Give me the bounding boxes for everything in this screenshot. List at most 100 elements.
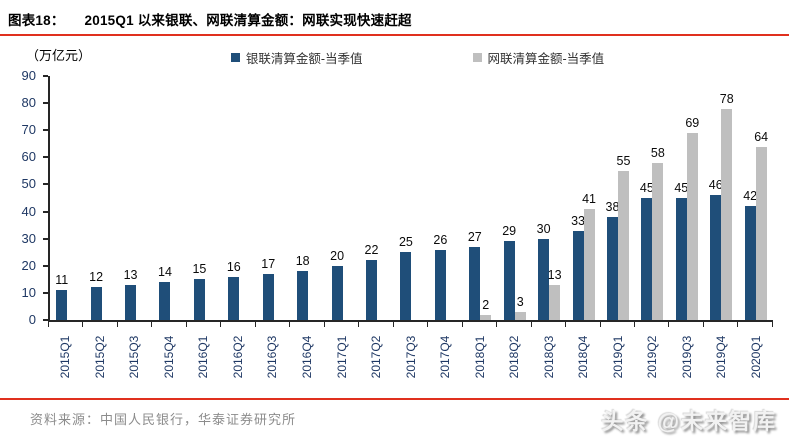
bar-value-label: 3 — [516, 294, 524, 309]
bar-unionpay — [641, 198, 653, 320]
legend-marker-icon — [230, 52, 240, 62]
bar-unionpay — [366, 260, 377, 320]
x-axis-label-cell: 2016Q3 — [255, 328, 290, 386]
bar-value-label: 29 — [502, 224, 517, 239]
bar-netsunion — [686, 132, 698, 320]
bar-unionpay — [606, 216, 618, 320]
x-axis-label-cell: 2018Q1 — [462, 328, 497, 386]
x-axis-tick-mark — [601, 322, 635, 327]
bar-value-label: 17 — [261, 256, 276, 271]
bar-slot: 27 — [468, 76, 482, 320]
y-axis-tick-label: 20 — [21, 257, 36, 273]
x-axis-tick-mark — [463, 322, 498, 327]
x-axis-label-cell: 2016Q1 — [186, 328, 221, 386]
bar-group: 14 — [153, 76, 187, 320]
x-axis-tick-label: 2017Q3 — [403, 335, 418, 379]
x-axis-tick-mark — [394, 322, 429, 327]
bar-group: 45 69 — [670, 76, 704, 320]
x-axis-label-cell: 2017Q4 — [428, 328, 463, 386]
bar-slot: 33 — [571, 76, 585, 320]
bar-unionpay — [331, 265, 343, 320]
x-axis-tick-mark — [738, 322, 773, 327]
plot-wrap: 11 12 13 14 15 16 17 18 20 22 25 26 27 2 29 3 30 13 33 41 38… — [43, 75, 773, 386]
bar-group: 15 — [188, 76, 222, 320]
bar-group: 11 — [50, 76, 84, 320]
bar-slot: 58 — [651, 76, 665, 320]
y-axis-tick-label: 10 — [21, 284, 36, 300]
x-axis-label-cell: 2018Q3 — [531, 328, 566, 386]
bar-group: 46 78 — [704, 76, 738, 320]
x-axis-tick-label: 2015Q1 — [58, 335, 73, 379]
bar-slot — [239, 76, 250, 320]
bar-slot: 13 — [123, 76, 138, 320]
bar-slot: 14 — [158, 76, 172, 320]
x-axis-label-cell: 2015Q2 — [83, 328, 118, 386]
bar-value-label: 13 — [123, 267, 138, 282]
y-axis-tick-mark — [43, 156, 48, 159]
x-axis-tick-label: 2020Q1 — [748, 335, 763, 379]
x-axis-tick-mark — [325, 322, 360, 327]
bar-netsunion — [755, 146, 767, 320]
x-axis-label-cell: 2020Q1 — [739, 328, 774, 386]
bar-unionpay — [297, 271, 309, 320]
x-axis-tick-mark — [152, 322, 187, 327]
bar-slot: 2 — [480, 76, 492, 320]
x-axis-label-cell: 2019Q3 — [670, 328, 705, 386]
x-axis-label-cell: 2019Q1 — [601, 328, 636, 386]
bar-slot: 12 — [89, 76, 103, 320]
x-axis-tick-label: 2016Q3 — [265, 335, 280, 379]
bar-slot: 30 — [537, 76, 551, 320]
bar-netsunion — [652, 162, 664, 320]
x-axis-tick-mark — [497, 322, 532, 327]
bar-group: 13 — [119, 76, 153, 320]
bar-unionpay — [503, 241, 515, 320]
bar-group: 22 — [360, 76, 394, 320]
bar-group: 29 3 — [497, 76, 531, 320]
bar-unionpay — [572, 230, 584, 320]
bar-slot — [170, 76, 181, 320]
bar-group: 16 — [222, 76, 256, 320]
bar-unionpay — [434, 249, 446, 320]
bar-unionpay — [675, 198, 687, 320]
bar-value-label: 45 — [639, 181, 654, 195]
bar-slot: 69 — [685, 76, 700, 320]
x-axis-tick-label: 2015Q2 — [92, 335, 107, 379]
x-axis-label-cell: 2016Q2 — [221, 328, 256, 386]
x-axis-labels: 2015Q1 2015Q2 2015Q3 2015Q4 2016Q1 2016Q2 2016… — [48, 328, 773, 386]
legend-label: 网联清算金额-当季值 — [487, 51, 605, 66]
bar-group: 20 — [325, 76, 359, 320]
x-axis-tick-mark — [187, 322, 222, 327]
bar-value-label: 16 — [226, 259, 241, 274]
bar-group: 30 13 — [532, 76, 566, 320]
bar-slot: 18 — [296, 76, 310, 320]
x-axis-label-cell: 2017Q1 — [324, 328, 359, 386]
bar-slot — [377, 76, 388, 320]
bar-slot: 11 — [55, 76, 68, 320]
bar-slot: 45 — [639, 76, 654, 320]
x-axis-tick-label: 2015Q3 — [127, 335, 142, 379]
x-axis-tick-label: 2019Q3 — [679, 335, 694, 379]
legend-row: （万亿元） 银联清算金额-当季值 网联清算金额-当季值 — [26, 44, 775, 70]
bar-slot — [205, 76, 216, 320]
y-axis-tick-label: 90 — [21, 68, 36, 83]
x-axis-tick-mark — [669, 322, 704, 327]
x-axis-tick-mark — [359, 322, 394, 327]
bar-unionpay — [400, 252, 412, 320]
bar-group: 17 — [257, 76, 291, 320]
y-axis-tick-mark — [43, 291, 48, 294]
bar-netsunion — [480, 314, 492, 320]
bar-slot: 26 — [433, 76, 447, 320]
y-axis-tick-label: 0 — [28, 312, 36, 327]
bar-slot — [274, 76, 285, 320]
y-axis-tick-label: 40 — [21, 203, 36, 219]
y-axis-tick-mark — [43, 102, 48, 105]
x-axis-label-cell: 2018Q4 — [566, 328, 601, 386]
bar-slot — [67, 76, 78, 320]
bar-value-label: 14 — [158, 265, 172, 280]
y-axis-tick-mark — [43, 264, 48, 267]
bar-slot: 17 — [261, 76, 276, 320]
bar-group: 12 — [84, 76, 118, 320]
bar-value-label: 69 — [685, 115, 700, 130]
bar-group: 18 — [291, 76, 325, 320]
y-axis: 0 10 20 30 40 50 60 70 80 90 — [0, 68, 48, 327]
